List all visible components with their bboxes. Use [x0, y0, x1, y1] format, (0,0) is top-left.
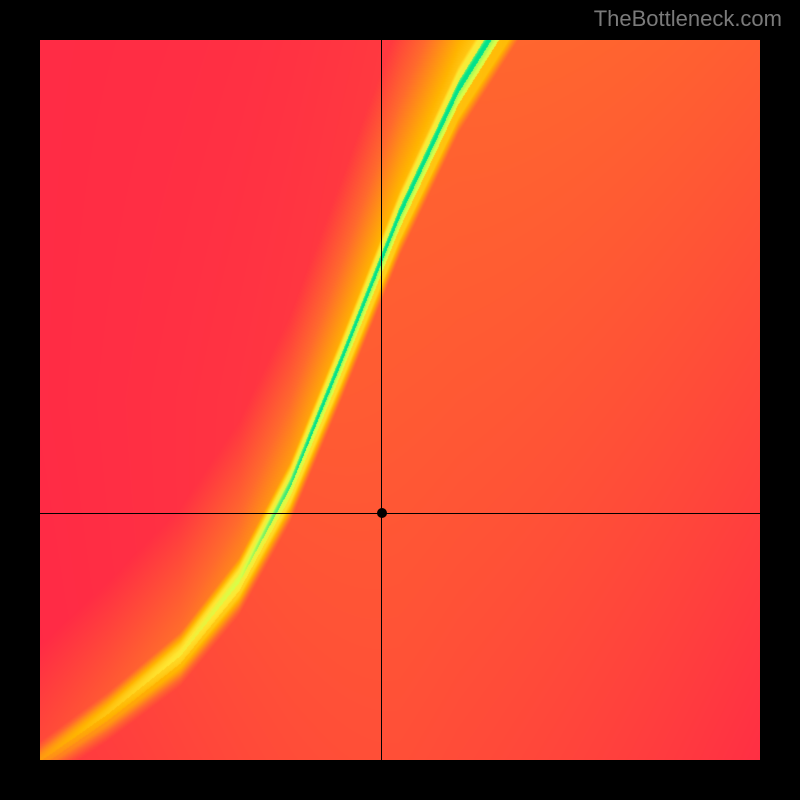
crosshair-horizontal: [34, 513, 766, 514]
heatmap-canvas: [34, 34, 766, 766]
plot-area: [34, 34, 766, 766]
chart-container: TheBottleneck.com: [0, 0, 800, 800]
crosshair-marker: [377, 508, 387, 518]
watermark-text: TheBottleneck.com: [594, 6, 782, 32]
crosshair-vertical: [381, 34, 382, 766]
